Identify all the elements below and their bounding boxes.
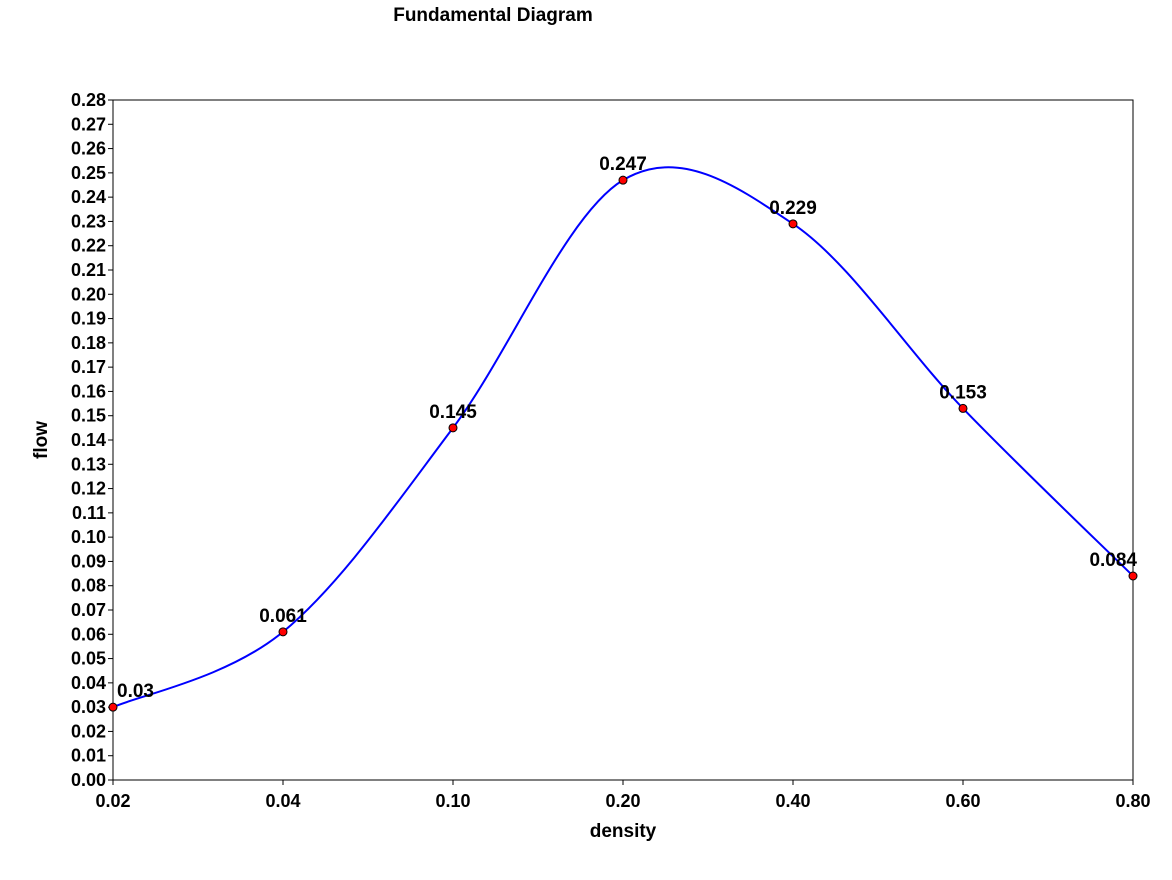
data-point [108, 702, 118, 712]
y-tick-label: 0.10 [71, 527, 106, 547]
x-axis-title: density [590, 821, 657, 842]
y-tick-label: 0.17 [71, 357, 106, 377]
x-axis: 0.02 0.04 0.10 0.20 0.40 0.60 0.80 [95, 780, 1151, 811]
y-tick-label: 0.14 [71, 430, 106, 450]
y-axis: 0.00 0.01 0.02 0.03 0.04 0.05 0.06 0.07 0.08 0.09… [71, 90, 113, 790]
y-tick-label: 0.25 [71, 163, 106, 183]
y-tick-label: 0.13 [71, 454, 106, 474]
data-label: 0.247 [599, 154, 647, 175]
y-tick-label: 0.04 [71, 673, 106, 693]
y-tick-label: 0.02 [71, 721, 106, 741]
data-point [1128, 571, 1138, 581]
data-label: 0.153 [939, 382, 987, 403]
data-point [278, 627, 288, 637]
x-tick-label: 0.80 [1115, 791, 1150, 811]
y-tick-label: 0.27 [71, 114, 106, 134]
y-tick-label: 0.16 [71, 381, 106, 401]
chart-title: Fundamental Diagram [393, 5, 593, 26]
y-tick-label: 0.08 [71, 576, 106, 596]
x-tick-label: 0.60 [945, 791, 980, 811]
y-tick-label: 0.20 [71, 284, 106, 304]
y-tick-label: 0.07 [71, 600, 106, 620]
data-point [958, 403, 968, 413]
y-tick-label: 0.23 [71, 211, 106, 231]
data-point [448, 423, 458, 433]
data-label: 0.145 [429, 402, 477, 423]
data-point [788, 219, 798, 229]
data-points [108, 175, 1138, 712]
y-tick-label: 0.18 [71, 333, 106, 353]
data-label: 0.229 [769, 198, 817, 219]
x-tick-label: 0.10 [435, 791, 470, 811]
y-tick-label: 0.12 [71, 479, 106, 499]
data-label: 0.03 [117, 681, 154, 702]
y-tick-label: 0.28 [71, 90, 106, 110]
x-tick-label: 0.02 [95, 791, 130, 811]
data-label: 0.061 [259, 606, 307, 627]
y-tick-label: 0.11 [72, 503, 106, 523]
y-tick-label: 0.09 [71, 551, 106, 571]
x-tick-label: 0.40 [775, 791, 810, 811]
x-tick-label: 0.04 [265, 791, 300, 811]
y-tick-label: 0.06 [71, 624, 106, 644]
y-tick-label: 0.05 [71, 649, 106, 669]
y-tick-label: 0.01 [71, 746, 106, 766]
data-point [618, 175, 628, 185]
data-label: 0.084 [1089, 550, 1137, 571]
x-tick-label: 0.20 [605, 791, 640, 811]
y-axis-title: flow [31, 421, 52, 459]
y-tick-label: 0.00 [71, 770, 106, 790]
y-tick-label: 0.22 [71, 236, 106, 256]
y-tick-label: 0.24 [71, 187, 106, 207]
y-tick-label: 0.26 [71, 139, 106, 159]
plot-area [112, 99, 1134, 781]
y-tick-label: 0.19 [71, 309, 106, 329]
y-tick-label: 0.15 [71, 406, 106, 426]
y-tick-label: 0.21 [71, 260, 106, 280]
y-tick-label: 0.03 [71, 697, 106, 717]
data-labels: 0.03 0.061 0.145 0.247 0.229 0.153 0.084 [117, 154, 1137, 702]
